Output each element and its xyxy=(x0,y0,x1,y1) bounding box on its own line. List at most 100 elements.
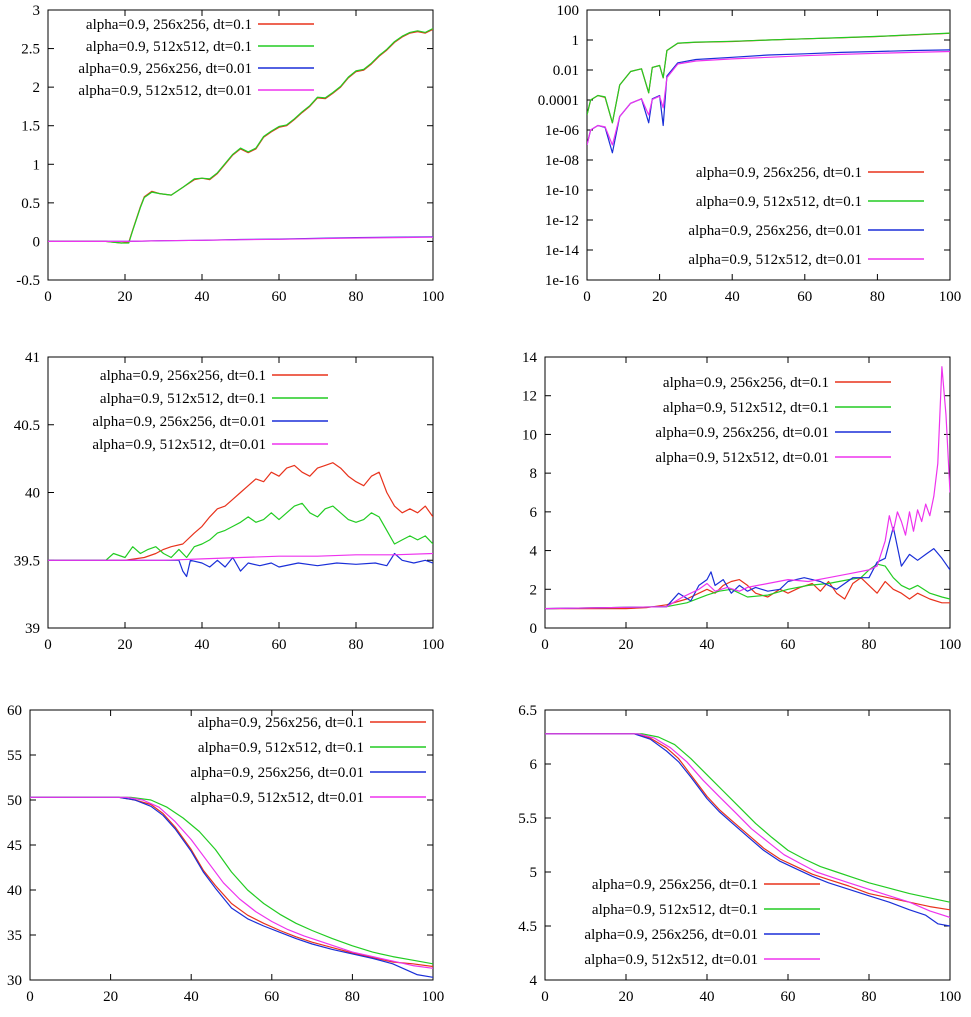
y-tick-label: 45 xyxy=(7,838,22,854)
y-tick-label: 2.5 xyxy=(21,42,40,58)
series-line-4 xyxy=(48,236,433,242)
legend-label: alpha=0.9, 256x256, dt=0.01 xyxy=(92,414,266,430)
y-tick-label: 4 xyxy=(530,544,538,560)
y-tick-label: 39.5 xyxy=(14,553,40,569)
x-tick-label: 100 xyxy=(939,289,962,305)
x-tick-label: 60 xyxy=(272,289,287,305)
legend-label: alpha=0.9, 512x512, dt=0.1 xyxy=(86,39,252,55)
series-line-4 xyxy=(30,796,433,969)
y-tick-label: 50 xyxy=(7,793,22,809)
x-tick-label: 80 xyxy=(862,989,877,1005)
y-tick-label: 1 xyxy=(33,157,41,173)
x-tick-label: 80 xyxy=(870,289,885,305)
plot-frame xyxy=(544,709,951,981)
y-tick-label: 3 xyxy=(33,3,41,19)
legend-label: alpha=0.9, 512x512, dt=0.1 xyxy=(696,194,862,210)
x-tick-label: 0 xyxy=(583,289,591,305)
x-tick-label: 60 xyxy=(272,637,287,653)
y-tick-label: 1 xyxy=(572,33,580,49)
y-tick-label: 6 xyxy=(530,757,538,773)
series-line-3 xyxy=(48,552,433,578)
chart-3: 0 20 40 60 80 100 39 39.5 40 40.5 41 alpha=0.9, 256… xyxy=(14,350,445,653)
x-tick-label: 100 xyxy=(939,637,962,653)
y-tick-label: 100 xyxy=(557,3,580,19)
y-tick-label: 8 xyxy=(530,466,538,482)
series-group xyxy=(48,27,433,244)
y-tick-label: 1e-08 xyxy=(545,153,579,169)
x-tick-label: 20 xyxy=(619,637,634,653)
x-tick-label: 80 xyxy=(349,289,364,305)
x-tick-label: 100 xyxy=(939,989,962,1005)
legend-label: alpha=0.9, 512x512, dt=0.01 xyxy=(92,437,266,453)
y-tick-label: 12 xyxy=(522,389,537,405)
y-tick-label: 39 xyxy=(25,621,40,637)
legend-label: alpha=0.9, 512x512, dt=0.01 xyxy=(190,790,364,806)
chart-6: 0 20 40 60 80 100 4 4.5 5 5.5 6 6.5 alpha=0.9, 256x2… xyxy=(518,703,961,1005)
y-tick-label: 4.5 xyxy=(518,919,537,935)
y-tick-label: 10 xyxy=(522,427,537,443)
series-line-2 xyxy=(48,502,433,561)
legend: alpha=0.9, 256x256, dt=0.1 alpha=0.9, 512… xyxy=(78,17,314,99)
x-tick-label: 20 xyxy=(652,289,667,305)
y-tick-label: -0.5 xyxy=(16,273,40,289)
series-line-2 xyxy=(587,32,950,124)
x-tick-label: 60 xyxy=(264,989,279,1005)
x-tick-label: 40 xyxy=(700,637,715,653)
y-tick-label: 1e-14 xyxy=(545,243,580,259)
y-tick-label: 14 xyxy=(522,350,538,366)
legend-label: alpha=0.9, 256x256, dt=0.1 xyxy=(100,368,266,384)
series-line-1 xyxy=(30,796,433,968)
y-tick-label: 0 xyxy=(530,621,538,637)
y-tick-label: 41 xyxy=(25,350,40,366)
x-tick-label: 40 xyxy=(700,989,715,1005)
y-tick-label: 5 xyxy=(530,865,538,881)
x-tick-label: 20 xyxy=(619,989,634,1005)
x-tick-label: 20 xyxy=(118,637,133,653)
y-tick-label: 0.5 xyxy=(21,196,40,212)
x-tick-label: 100 xyxy=(422,289,445,305)
x-tick-label: 100 xyxy=(422,637,445,653)
legend-label: alpha=0.9, 256x256, dt=0.1 xyxy=(663,375,829,391)
legend: alpha=0.9, 256x256, dt=0.1 alpha=0.9, 512… xyxy=(92,368,328,453)
y-tick-label: 40.5 xyxy=(14,418,40,434)
x-tick-label: 60 xyxy=(797,289,812,305)
legend: alpha=0.9, 256x256, dt=0.1 alpha=0.9, 512… xyxy=(584,877,820,968)
y-tick-label: 0.0001 xyxy=(538,93,579,109)
y-tick-label: 60 xyxy=(7,703,22,719)
y-tick-label: 1e-16 xyxy=(545,273,580,289)
x-tick-label: 80 xyxy=(349,637,364,653)
series-line-3 xyxy=(545,526,950,610)
legend-label: alpha=0.9, 256x256, dt=0.1 xyxy=(86,17,252,33)
legend-label: alpha=0.9, 256x256, dt=0.01 xyxy=(78,61,252,77)
series-group xyxy=(545,366,950,610)
plot-frame xyxy=(47,9,434,281)
x-tick-label: 40 xyxy=(184,989,199,1005)
x-tick-label: 40 xyxy=(195,289,210,305)
y-tick-label: 1e-10 xyxy=(545,183,579,199)
y-tick-label: 40 xyxy=(7,883,22,899)
legend-label: alpha=0.9, 512x512, dt=0.01 xyxy=(78,83,252,99)
legend-label: alpha=0.9, 256x256, dt=0.1 xyxy=(592,877,758,893)
series-line-2 xyxy=(545,563,950,610)
series-group xyxy=(30,796,433,978)
legend-label: alpha=0.9, 512x512, dt=0.01 xyxy=(688,252,862,268)
x-tick-label: 0 xyxy=(541,637,549,653)
y-tick-label: 2 xyxy=(530,582,538,598)
y-tick-label: 1.5 xyxy=(21,119,40,135)
x-tick-label: 0 xyxy=(26,989,34,1005)
series-line-4 xyxy=(545,366,950,610)
y-tick-label: 55 xyxy=(7,748,22,764)
series-line-4 xyxy=(545,733,950,918)
y-tick-label: 0 xyxy=(33,234,41,250)
legend-label: alpha=0.9, 512x512, dt=0.1 xyxy=(198,740,364,756)
chart-2: 0 20 40 60 80 100 1e-16 1e-14 1e-12 1e-10 1e-08 1e-… xyxy=(538,3,962,305)
series-group xyxy=(48,462,433,578)
series-line-1 xyxy=(545,733,950,911)
series-line-4 xyxy=(587,50,950,146)
series-line-2 xyxy=(48,27,433,244)
x-tick-label: 60 xyxy=(781,989,796,1005)
series-line-4 xyxy=(48,552,433,561)
legend: alpha=0.9, 256x256, dt=0.1 alpha=0.9, 512… xyxy=(688,165,924,268)
series-line-2 xyxy=(30,796,433,965)
